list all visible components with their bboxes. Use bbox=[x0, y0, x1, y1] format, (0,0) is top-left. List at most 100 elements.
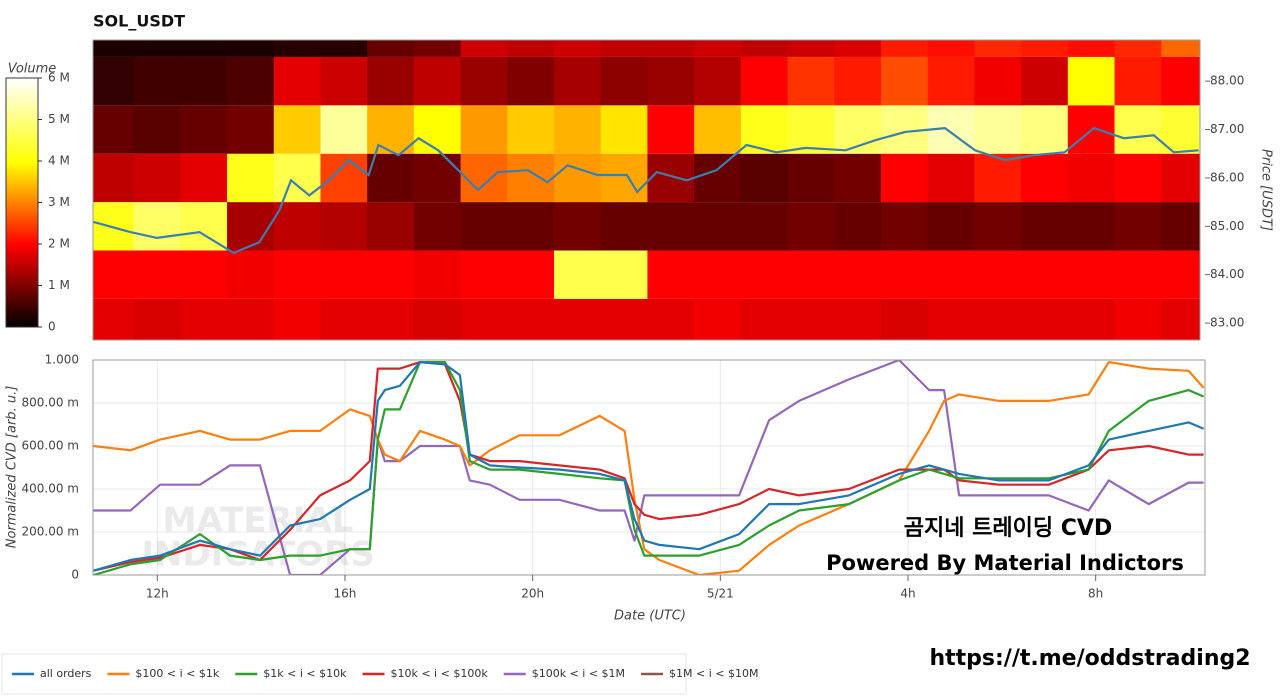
heatmap-cell bbox=[507, 202, 555, 251]
heatmap-cell bbox=[133, 40, 181, 57]
heatmap-cell bbox=[554, 153, 602, 203]
legend-label: $100k < i < $1M bbox=[532, 667, 625, 680]
link: https://t.me/oddstrading2 bbox=[929, 646, 1250, 671]
heatmap-cell bbox=[647, 153, 695, 203]
heatmap-cell bbox=[93, 298, 135, 340]
heatmap-cell bbox=[133, 202, 181, 251]
heatmap-cell bbox=[93, 105, 135, 154]
heatmap-cell bbox=[1114, 40, 1162, 57]
heatmap-cell bbox=[460, 250, 508, 299]
heatmap-cell bbox=[974, 202, 1022, 251]
heatmap-cell bbox=[1021, 40, 1069, 57]
heatmap-cell bbox=[507, 105, 555, 154]
heatmap-cell bbox=[600, 153, 648, 203]
colorbar-tick-label: 0 bbox=[48, 320, 56, 334]
heatmap-cell bbox=[460, 153, 508, 203]
heatmap-cell bbox=[133, 298, 181, 340]
cvd-line bbox=[93, 361, 1205, 575]
heatmap-cell bbox=[974, 105, 1022, 154]
heatmap-cell bbox=[694, 250, 742, 299]
y-tick-label: 1.000 bbox=[45, 353, 79, 367]
heatmap-cell bbox=[1161, 202, 1200, 251]
heatmap-cell bbox=[93, 56, 135, 106]
heatmap-cell bbox=[320, 56, 368, 106]
heatmap-cell bbox=[647, 40, 695, 57]
heatmap-cell bbox=[460, 56, 508, 106]
heatmap-cell bbox=[787, 250, 835, 299]
colorbar-tick-label: 1 M bbox=[48, 278, 70, 292]
x-axis-title: Date (UTC) bbox=[614, 609, 686, 624]
y2-tick-label: 84.00 bbox=[1210, 267, 1244, 281]
heatmap-cell bbox=[600, 202, 648, 251]
x-tick-label: 8h bbox=[1088, 587, 1103, 601]
heatmap-cell bbox=[413, 250, 462, 299]
heatmap-cell bbox=[694, 153, 742, 203]
heatmap-cell bbox=[1161, 56, 1200, 106]
heatmap-cell bbox=[927, 40, 975, 57]
heatmap-cell bbox=[460, 105, 508, 154]
heatmap-cell bbox=[180, 56, 228, 106]
heatmap-cell bbox=[834, 56, 882, 106]
heatmap-cell bbox=[1021, 56, 1069, 106]
cvd-line bbox=[93, 361, 1205, 575]
heatmap-cell bbox=[507, 40, 555, 57]
heatmap-cell bbox=[367, 250, 415, 299]
heatmap-cell bbox=[1114, 298, 1162, 340]
heatmap-cell bbox=[600, 298, 648, 340]
panel-frame bbox=[92, 39, 1201, 341]
heatmap-cell bbox=[927, 56, 975, 106]
heatmap-cell bbox=[1067, 56, 1116, 106]
heatmap-cell bbox=[1114, 153, 1162, 203]
heatmap-cell bbox=[273, 298, 321, 340]
heatmap-cell bbox=[787, 298, 835, 340]
y-tick-label: 600.00 m bbox=[22, 439, 80, 453]
y-axis-title: Normalized CVD [arb. u.] bbox=[5, 386, 20, 549]
heatmap-cell bbox=[647, 56, 695, 106]
cvd-line bbox=[93, 361, 1205, 572]
heatmap-cell bbox=[273, 153, 321, 203]
heatmap-cell bbox=[834, 40, 882, 57]
colorbar bbox=[5, 77, 39, 328]
y2-tick-label: 85.00 bbox=[1210, 219, 1244, 233]
watermark-text: MATERIAL bbox=[163, 501, 354, 541]
heatmap-cell bbox=[694, 56, 742, 106]
heatmap-cell bbox=[133, 153, 181, 203]
legend-label: $1M < i < $10M bbox=[669, 667, 758, 680]
annotation: 곰지네 트레이딩 CVD bbox=[904, 516, 1112, 541]
heatmap-cell bbox=[927, 250, 975, 299]
price-line bbox=[93, 126, 1199, 255]
heatmap-cell bbox=[740, 40, 789, 57]
heatmap-cell bbox=[460, 40, 508, 57]
colorbar-tick-label: 3 M bbox=[48, 195, 70, 209]
colorbar-tick-label: 6 M bbox=[48, 71, 70, 85]
heatmap-cell bbox=[320, 105, 368, 154]
colorbar-tick-label: 2 M bbox=[48, 237, 70, 251]
heatmap-cell bbox=[367, 153, 415, 203]
heatmap-cell bbox=[227, 56, 275, 106]
heatmap-cell bbox=[367, 40, 415, 57]
heatmap-cell bbox=[413, 105, 462, 154]
heatmap-cell bbox=[93, 250, 135, 299]
heatmap-cell bbox=[694, 202, 742, 251]
heatmap-cell bbox=[834, 153, 882, 203]
heatmap-cell bbox=[787, 40, 835, 57]
heatmap-cell bbox=[227, 298, 275, 340]
colorbar-tick-label: 4 M bbox=[48, 154, 70, 168]
heatmap-cell bbox=[1161, 153, 1200, 203]
heatmap-cell bbox=[133, 105, 181, 154]
heatmap-panel bbox=[93, 40, 1200, 340]
heatmap-cell bbox=[554, 202, 602, 251]
heatmap-cell bbox=[133, 250, 181, 299]
heatmap-cell bbox=[880, 40, 929, 57]
heatmap-cell bbox=[600, 250, 648, 299]
legend-label: $1k < i < $10k bbox=[263, 667, 347, 680]
heatmap-cell bbox=[1114, 56, 1162, 106]
heatmap-cell bbox=[180, 250, 228, 299]
heatmap-cell bbox=[367, 56, 415, 106]
y-tick-label: 0 bbox=[71, 568, 79, 582]
heatmap-cell bbox=[880, 202, 929, 251]
heatmap-cell bbox=[507, 250, 555, 299]
heatmap-cell bbox=[507, 56, 555, 106]
heatmap-cell bbox=[507, 298, 555, 340]
